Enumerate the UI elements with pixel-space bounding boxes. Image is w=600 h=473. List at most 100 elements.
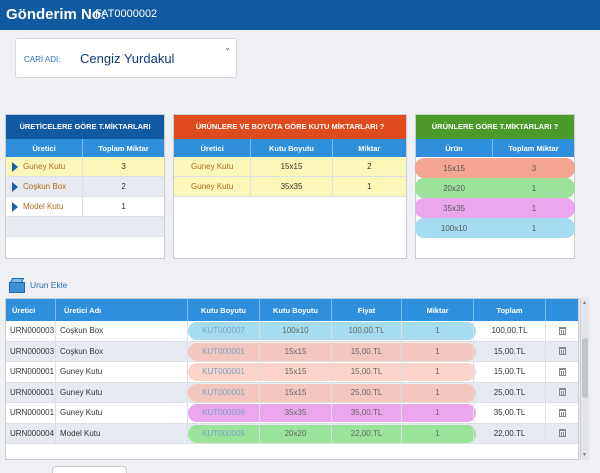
table-row[interactable]: URN000003 Coşkun Box KUT000007 100x10 100,00… [6,321,578,342]
delete-button[interactable] [546,424,578,444]
customer-label: CARİ ADI: [24,55,61,64]
cell-name: Coşkun Box [56,341,188,361]
table-row[interactable]: URN000003 Coşkun Box KUT000001 15x15 15,00.T… [6,341,578,362]
cell-qty: 1 [402,341,474,361]
trash-icon [558,347,566,356]
cell-kut: KUT000007 [188,321,260,341]
cell-total: 22,00.TL [474,423,546,443]
col-actions [546,299,578,321]
scroll-down-icon[interactable]: ▼ [582,452,587,458]
list-item[interactable]: 20x20 1 [415,178,575,198]
cell-kut: KUT000005 [188,423,260,443]
bottom-button[interactable] [52,466,127,473]
trash-icon [558,367,566,376]
cell-code: URN000003 [6,321,56,341]
cell-qty: 1 [402,423,474,443]
delete-button[interactable] [546,342,578,362]
cell-total: 15,00.TL [474,362,546,382]
cell-total: 15,00.TL [474,341,546,361]
col-box-size: Kutu Boyutu [251,139,333,157]
panel-title: ÜRETİCELERE GÖRE T.MİKTARLARI [6,115,164,139]
cell-qty: 1 [402,362,474,382]
producer-totals-panel: ÜRETİCELERE GÖRE T.MİKTARLARI Üretici To… [5,114,165,259]
col-qty: Miktar [358,143,381,153]
column-headers: Üretici Kutu Boyutu Miktar [174,139,406,157]
products-table: Üretici Üretici Adı Kutu Boyutu Kutu Boy… [5,298,579,460]
col-product: Ürün [416,139,494,157]
list-item[interactable]: 35x35 1 [415,198,575,218]
cell-qty: 1 [402,321,474,341]
cell-price: 100,00.TL [332,321,402,341]
table-row[interactable]: Guney Kutu 15x15 2 [174,157,406,177]
table-row[interactable]: URN000001 Guney Kutu KUT000001 15x15 25,00.T… [6,382,578,403]
table-row[interactable]: Model Kutu 1 [6,197,164,217]
delete-button[interactable] [546,403,578,423]
product-size-panel: ÜRÜNLERE VE BOYUTA GÖRE KUTU MİKTARLARI … [173,114,407,259]
delete-button[interactable] [546,362,578,382]
cell-name: Guney Kutu [56,382,188,402]
customer-value: Cengiz Yurdakul [80,51,175,66]
cell-code: URN000003 [6,341,56,361]
table-row[interactable]: Coşkun Box 2 [6,177,164,197]
cell-code: URN000001 [6,382,56,402]
cell-code: URN000001 [6,403,56,423]
col-total-qty: Toplam Miktar [508,143,559,153]
expand-arrow-icon[interactable] [12,161,18,172]
cell-kut: KUT000001 [188,382,260,402]
cell-kut: KUT000001 [188,341,260,361]
add-product-label: Urun Ekle [30,280,68,290]
vertical-scrollbar[interactable]: ▲ ▼ [580,298,589,460]
col-price: Fiyat [332,299,402,321]
cell-name: Guney Kutu [56,403,188,423]
table-row[interactable]: Guney Kutu 3 [6,157,164,177]
col-box-code: Kutu Boyutu [188,299,260,321]
col-qty: Miktar [402,299,474,321]
cell-total: 100,00.TL [474,321,546,341]
table-row[interactable]: URN000004 Model Kutu KUT000005 20x20 22,00.T… [6,423,578,444]
cell-name: Coşkun Box [56,321,188,341]
cell-size: 100x10 [260,321,332,341]
cell-name: Model Kutu [56,423,188,443]
table-row[interactable]: URN000001 Guney Kutu KUT000006 35x35 35,00.T… [6,403,578,424]
cell-code: URN000001 [6,362,56,382]
box-icon [8,277,26,293]
cell-price: 35,00.TL [332,403,402,423]
column-headers: Ürün Toplam Miktar [416,139,574,157]
trash-icon [558,388,566,397]
cell-name: Guney Kutu [56,362,188,382]
scroll-thumb[interactable] [582,338,588,398]
chevron-down-icon: ⌄ [224,43,231,52]
cell-size: 15x15 [260,382,332,402]
cell-qty: 1 [402,403,474,423]
customer-select[interactable]: CARİ ADI: Cengiz Yurdakul ⌄ [15,38,237,78]
cell-code: URN000004 [6,423,56,443]
add-product-button[interactable]: Urun Ekle [8,277,67,293]
cell-size: 20x20 [260,423,332,443]
table-row[interactable]: URN000001 Guney Kutu KUT000001 15x15 15,00.T… [6,362,578,383]
list-item[interactable]: 100x10 1 [415,218,575,238]
table-row[interactable]: Guney Kutu 35x35 1 [174,177,406,197]
cell-price: 25,00.TL [332,382,402,402]
expand-arrow-icon[interactable] [12,181,18,192]
trash-icon [558,326,566,335]
scroll-up-icon[interactable]: ▲ [582,300,587,306]
col-producer: Üretici [174,139,252,157]
cell-total: 25,00.TL [474,382,546,402]
expand-arrow-icon[interactable] [12,201,18,212]
trash-icon [558,408,566,417]
delete-button[interactable] [546,321,578,341]
table-header: Üretici Üretici Adı Kutu Boyutu Kutu Boy… [6,299,578,321]
cell-size: 35x35 [260,403,332,423]
list-item[interactable]: 15x15 3 [415,158,575,178]
col-producer-name: Üretici Adı [56,299,188,321]
cell-qty: 1 [402,382,474,402]
column-headers: Üretici Toplam Miktar [6,139,164,157]
cell-price: 15,00.TL [332,362,402,382]
empty-row [6,217,164,237]
delete-button[interactable] [546,383,578,403]
trash-icon [558,429,566,438]
cell-kut: KUT000001 [188,362,260,382]
shipment-number: FAT0000002 [95,8,158,20]
cell-kut: KUT000006 [188,403,260,423]
top-bar: Gönderim No: FAT0000002 [0,0,600,30]
